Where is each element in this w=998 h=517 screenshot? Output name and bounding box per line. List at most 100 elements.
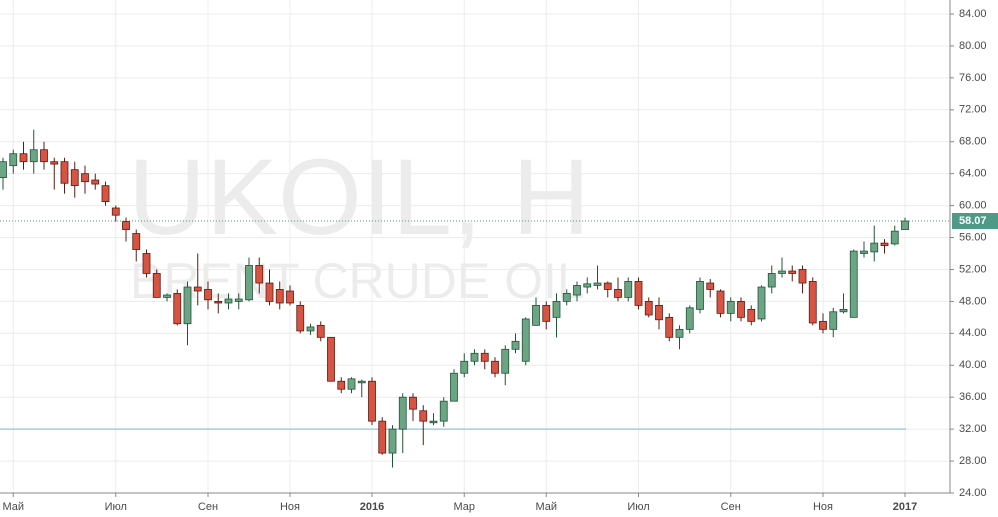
candle-body <box>132 233 141 250</box>
candle-body <box>40 149 48 163</box>
y-tick-label: 24.00 <box>959 487 987 499</box>
candle-body <box>778 270 786 274</box>
candle-body <box>50 161 59 165</box>
candle-body <box>81 173 89 183</box>
candle-body <box>583 283 592 288</box>
candle-body <box>603 282 612 290</box>
candle-body <box>501 348 510 374</box>
y-tick-label: 44.00 <box>959 327 987 339</box>
candle-body <box>644 300 653 316</box>
candle-body <box>60 161 69 184</box>
candle-body <box>419 410 428 422</box>
x-tick-label: Ноя <box>813 501 833 513</box>
candle-body <box>532 304 540 326</box>
candle-body <box>849 250 858 318</box>
candle-body <box>521 318 530 362</box>
x-tick-label: 2016 <box>360 501 384 513</box>
x-tick-label: Июл <box>105 501 127 513</box>
last-price-box <box>952 213 998 230</box>
candle-body <box>337 380 346 390</box>
candle-body <box>593 282 602 286</box>
candle-body <box>245 265 253 301</box>
candle-body <box>860 250 868 254</box>
x-tick-label: Май <box>535 501 557 513</box>
candle-body <box>747 308 756 322</box>
candle-body <box>152 273 161 298</box>
candle-body <box>224 298 233 304</box>
candle-body <box>193 286 202 292</box>
x-tick-label: Сен <box>721 501 741 513</box>
candle-body <box>655 304 663 321</box>
candle-body <box>511 340 520 350</box>
candle-body <box>409 396 417 410</box>
candle-body <box>706 282 715 290</box>
candle-body <box>286 290 294 304</box>
candle-body <box>675 328 684 338</box>
candle-body <box>122 221 130 230</box>
candle-body <box>890 230 899 245</box>
candle-body <box>562 293 571 302</box>
candle-body <box>398 396 407 430</box>
candle-body <box>296 304 305 332</box>
candle-body <box>634 281 643 306</box>
y-tick-label: 80.00 <box>959 40 987 52</box>
candle-body <box>798 269 807 284</box>
x-tick-label: Ноя <box>280 501 300 513</box>
candle-body <box>880 242 889 246</box>
candle-body <box>275 289 284 304</box>
candle-body <box>808 281 817 324</box>
y-tick-label: 76.00 <box>959 72 987 84</box>
candle-body <box>183 286 192 325</box>
candle-body <box>757 286 766 320</box>
y-tick-label: 28.00 <box>959 455 987 467</box>
candle-body <box>460 360 469 374</box>
candle-body <box>316 324 325 338</box>
x-tick-label: Май <box>2 501 24 513</box>
candle-body <box>19 153 28 163</box>
y-tick-label: 32.00 <box>959 423 987 435</box>
y-tick-label: 60.00 <box>959 200 987 212</box>
candle-body <box>234 298 243 302</box>
watermark-symbol: UKOIL, H <box>128 136 590 257</box>
candle-body <box>101 185 110 203</box>
y-tick-label: 84.00 <box>959 8 987 20</box>
candle-body <box>91 179 100 185</box>
candle-body <box>173 293 182 325</box>
candle-body <box>696 281 704 310</box>
candle-body <box>327 336 335 382</box>
candle-body <box>614 289 622 298</box>
candle-body <box>29 149 38 163</box>
candle-body <box>685 307 694 330</box>
candle-body <box>388 428 397 454</box>
candle-body <box>829 311 838 330</box>
candle-body <box>573 285 581 296</box>
candle-body <box>819 320 827 330</box>
candle-body <box>542 304 551 322</box>
x-tick-label: Сен <box>198 501 218 513</box>
candle-body <box>665 316 674 338</box>
last-price-label: 58.07 <box>959 215 987 227</box>
candle-body <box>552 300 561 318</box>
candle-body <box>265 282 274 302</box>
candle-body <box>306 326 315 332</box>
candle-body <box>347 378 356 390</box>
x-tick-label: Июл <box>627 501 649 513</box>
candle-body <box>788 270 797 274</box>
candle-body <box>737 300 745 318</box>
x-tick-label: 2017 <box>893 501 917 513</box>
y-tick-label: 40.00 <box>959 359 987 371</box>
candle-body <box>870 242 879 253</box>
candle-body <box>726 300 735 314</box>
candle-body <box>716 290 725 314</box>
y-tick-label: 48.00 <box>959 295 987 307</box>
candle-body <box>480 352 489 362</box>
candle-body <box>491 360 499 374</box>
candle-body <box>624 281 633 298</box>
candle-body <box>839 308 848 313</box>
candle-body <box>470 352 479 362</box>
candle-body <box>9 153 18 167</box>
y-tick-label: 64.00 <box>959 168 987 180</box>
candle-body <box>357 380 366 384</box>
candle-body <box>214 300 223 304</box>
